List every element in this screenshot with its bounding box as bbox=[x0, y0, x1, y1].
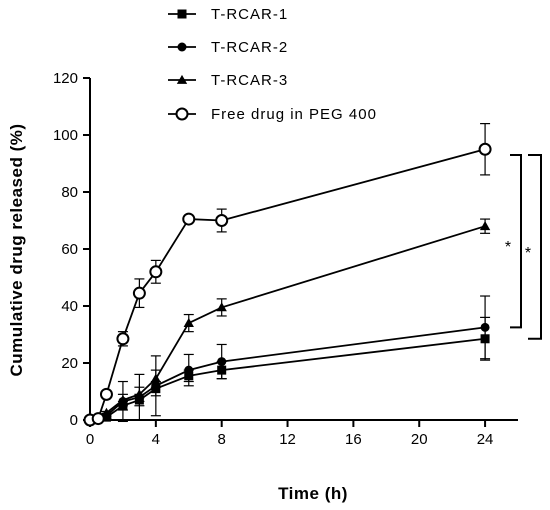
series-layer bbox=[83, 122, 492, 427]
y-tick-label: 120 bbox=[53, 70, 78, 87]
data-point bbox=[215, 214, 229, 227]
series-2 bbox=[85, 295, 491, 425]
axes: 0 20 40 60 80 100 120 0 4 8 12 16 20 24 bbox=[53, 70, 518, 448]
data-point bbox=[99, 387, 113, 401]
y-tick-label: 100 bbox=[53, 127, 78, 144]
series-line bbox=[89, 326, 486, 421]
legend-marker bbox=[176, 74, 188, 84]
y-tick-label: 80 bbox=[61, 184, 78, 201]
significance-asterisk: * bbox=[525, 245, 531, 262]
y-tick-label: 0 bbox=[70, 412, 78, 429]
data-point bbox=[150, 373, 162, 383]
data-point bbox=[479, 221, 491, 231]
data-point bbox=[480, 322, 490, 332]
legend-marker bbox=[177, 42, 187, 52]
legend-marker bbox=[177, 9, 187, 19]
series-1 bbox=[85, 316, 491, 425]
significance-bracket bbox=[528, 153, 542, 340]
x-tick-label: 24 bbox=[477, 431, 494, 448]
significance-bracket bbox=[510, 153, 522, 329]
data-point bbox=[101, 407, 112, 417]
x-axis-title: Time (h) bbox=[278, 484, 348, 503]
significance-annotations: * * bbox=[505, 153, 542, 340]
data-point bbox=[478, 142, 492, 156]
legend-label: Free drug in PEG 400 bbox=[211, 106, 377, 123]
data-point bbox=[149, 265, 163, 279]
data-point bbox=[216, 302, 227, 312]
data-point bbox=[117, 394, 129, 404]
x-tick-label: 8 bbox=[218, 431, 226, 448]
series-4 bbox=[83, 122, 492, 427]
data-point bbox=[132, 286, 146, 300]
legend-label: T-RCAR-3 bbox=[211, 72, 288, 89]
y-axis-title: Cumulative drug released (%) bbox=[7, 123, 26, 376]
data-point bbox=[116, 332, 130, 346]
x-tick-label: 16 bbox=[345, 431, 362, 448]
data-point bbox=[134, 389, 145, 399]
legend: T-RCAR-1 T-RCAR-2 T-RCAR-3 Free drug in PEG… bbox=[168, 6, 377, 123]
x-tick-label: 20 bbox=[411, 431, 428, 448]
series-line bbox=[89, 337, 486, 421]
data-point bbox=[183, 317, 194, 327]
y-tick-label: 40 bbox=[61, 298, 78, 315]
data-point bbox=[217, 357, 227, 367]
x-tick-label: 0 bbox=[86, 431, 94, 448]
significance-asterisk: * bbox=[505, 239, 511, 256]
legend-label: T-RCAR-1 bbox=[211, 6, 288, 23]
data-point bbox=[184, 365, 194, 375]
legend-marker bbox=[175, 107, 189, 121]
data-point bbox=[91, 412, 105, 426]
legend-label: T-RCAR-2 bbox=[211, 39, 288, 56]
series-line bbox=[89, 148, 486, 421]
y-tick-label: 60 bbox=[61, 241, 78, 258]
x-tick-label: 4 bbox=[152, 431, 160, 448]
data-point bbox=[182, 212, 196, 226]
x-tick-label: 12 bbox=[279, 431, 296, 448]
y-tick-label: 20 bbox=[61, 355, 78, 372]
